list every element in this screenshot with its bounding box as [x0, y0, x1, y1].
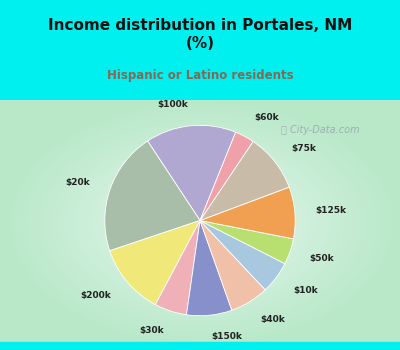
Text: Hispanic or Latino residents: Hispanic or Latino residents: [107, 69, 293, 82]
Text: $100k: $100k: [158, 100, 188, 110]
Wedge shape: [200, 220, 285, 290]
Text: $75k: $75k: [291, 144, 316, 153]
Text: $200k: $200k: [81, 291, 112, 300]
Wedge shape: [186, 220, 232, 316]
Wedge shape: [200, 132, 253, 220]
Wedge shape: [148, 125, 236, 220]
Text: ⓘ City-Data.com: ⓘ City-Data.com: [281, 125, 359, 135]
Text: $60k: $60k: [254, 113, 279, 122]
Wedge shape: [200, 220, 294, 264]
Wedge shape: [200, 187, 295, 239]
Text: $30k: $30k: [139, 327, 164, 335]
Text: $10k: $10k: [293, 286, 318, 295]
Text: $150k: $150k: [212, 331, 242, 341]
Wedge shape: [200, 220, 265, 310]
Wedge shape: [105, 141, 200, 251]
Text: $50k: $50k: [310, 254, 334, 263]
Text: $20k: $20k: [66, 178, 90, 187]
Wedge shape: [110, 220, 200, 304]
Wedge shape: [200, 141, 289, 220]
Bar: [0, 343, 400, 350]
Wedge shape: [156, 220, 200, 315]
Text: Income distribution in Portales, NM
(%): Income distribution in Portales, NM (%): [48, 18, 352, 51]
Text: $40k: $40k: [260, 315, 285, 324]
Text: $125k: $125k: [316, 206, 347, 216]
